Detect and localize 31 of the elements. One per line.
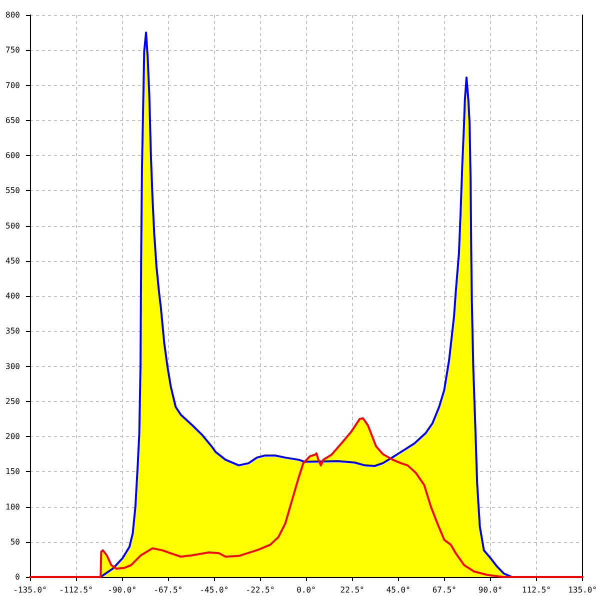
- x-tick-label: 135.0°: [568, 586, 598, 594]
- y-tick-label: 400: [6, 292, 20, 300]
- y-tick-label: 600: [6, 151, 20, 160]
- x-tick-label: -67.5°: [154, 586, 183, 594]
- y-tick-label: 700: [6, 80, 20, 90]
- y-tick-label: 800: [6, 10, 20, 20]
- y-tick-label: 0: [15, 572, 20, 582]
- y-tick-label: 250: [6, 396, 20, 406]
- line-series: [100, 32, 513, 578]
- y-tick-label: 100: [6, 502, 20, 512]
- y-tick-label: 650: [6, 116, 20, 125]
- y-tick-label: 300: [6, 362, 20, 371]
- x-tick-label: -45.0°: [200, 586, 229, 594]
- x-tick-label: 22.5°: [340, 586, 364, 594]
- y-tick-label: 550: [6, 186, 20, 196]
- y-tick-label: 450: [6, 256, 20, 266]
- y-tick-label: 50: [10, 537, 20, 546]
- x-tick-label: -112.5°: [59, 586, 93, 594]
- x-tick-label: 45.0°: [386, 586, 410, 594]
- y-tick-label: 150: [6, 467, 20, 476]
- x-tick-label: -135.0°: [13, 586, 47, 594]
- y-tick-label: 200: [6, 432, 20, 441]
- x-tick-label: -22.5°: [246, 586, 275, 594]
- x-tick-label: 90.0°: [478, 586, 503, 594]
- y-tick-label: 350: [6, 326, 20, 336]
- x-tick-label: -90.0°: [108, 586, 137, 594]
- y-tick-label: 750: [6, 46, 20, 55]
- x-tick-label: 0.0°: [296, 586, 316, 594]
- y-tick-label: 500: [6, 221, 20, 230]
- x-tick-label: 67.5°: [432, 586, 456, 594]
- x-tick-label: 112.5°: [522, 586, 551, 594]
